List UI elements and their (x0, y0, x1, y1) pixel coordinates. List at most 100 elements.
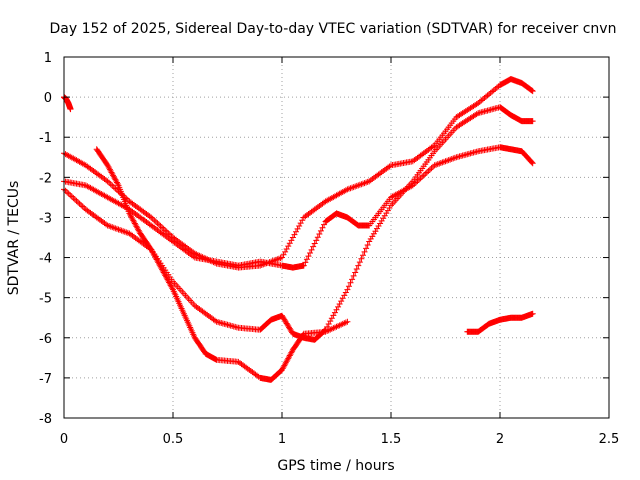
x-axis-label: GPS time / hours (277, 458, 394, 474)
data-point (286, 240, 293, 247)
data-point (307, 249, 314, 256)
data-point (342, 289, 349, 296)
data-point (317, 227, 324, 234)
chart-title: Day 152 of 2025, Sidereal Day-to-day VTE… (50, 21, 617, 37)
data-point (426, 166, 433, 173)
data-point (78, 202, 85, 209)
axis-ticks (63, 56, 610, 419)
data-point (157, 223, 164, 230)
data-point (154, 220, 161, 227)
data-point (285, 243, 292, 250)
x-tick-labels: 0 0.5 1 1.5 2 2.5 (60, 432, 619, 447)
plot-frame (63, 56, 610, 419)
data-point (294, 225, 301, 232)
data-point (528, 87, 535, 94)
data-point (67, 192, 74, 199)
data-point (75, 199, 82, 206)
data-point (303, 256, 310, 263)
data-point (310, 243, 317, 250)
data-point (352, 269, 359, 276)
y-tick-label: -2 (39, 171, 52, 186)
data-point (422, 170, 429, 177)
data-point (313, 237, 320, 244)
data-point (338, 298, 345, 305)
data-point (350, 272, 357, 279)
y-tick-label: -6 (39, 332, 52, 347)
data-layer (61, 76, 536, 383)
series-s5 (93, 146, 351, 383)
y-tick-label: -5 (39, 292, 52, 307)
data-point (325, 321, 332, 328)
data-point (341, 292, 348, 299)
data-point (289, 234, 296, 241)
data-point (417, 175, 424, 182)
data-point (291, 231, 298, 238)
series-s6 (464, 310, 536, 335)
data-point (314, 234, 321, 241)
data-point (67, 106, 74, 113)
data-point (299, 217, 306, 224)
data-point (425, 168, 432, 175)
x-tick-label: 0.5 (163, 432, 184, 447)
data-point (308, 246, 315, 253)
data-point (331, 309, 338, 316)
y-tick-label: -7 (39, 372, 52, 387)
data-point (339, 295, 346, 302)
data-point (288, 237, 295, 244)
data-point (363, 245, 370, 252)
data-point (529, 310, 536, 317)
data-point (316, 231, 323, 238)
data-point (327, 318, 334, 325)
data-point (155, 221, 162, 228)
series-s3 (61, 144, 536, 271)
data-point (169, 285, 176, 292)
data-point (356, 259, 363, 266)
data-point (347, 279, 354, 286)
data-point (109, 182, 116, 189)
data-point (330, 312, 337, 319)
data-point (151, 217, 158, 224)
data-point (361, 248, 368, 255)
data-point (336, 300, 343, 307)
y-tick-label: -4 (39, 252, 52, 267)
x-tick-label: 1 (278, 432, 286, 447)
data-point (423, 169, 430, 176)
y-tick-label: -3 (39, 211, 52, 226)
data-point (528, 159, 535, 166)
y-tick-label: -8 (39, 412, 52, 427)
data-point (79, 203, 86, 210)
data-point (282, 248, 289, 255)
data-point (344, 286, 351, 293)
data-point (76, 200, 83, 207)
data-point (64, 189, 71, 196)
y-tick-label: 1 (44, 51, 52, 66)
y-tick-label: -1 (39, 131, 52, 146)
data-point (412, 179, 419, 186)
series-s2 (61, 76, 536, 271)
data-point (62, 187, 69, 194)
data-point (355, 262, 362, 269)
data-point (529, 118, 536, 125)
data-point (65, 190, 72, 197)
data-point (335, 303, 342, 310)
data-point (300, 262, 307, 269)
data-point (529, 160, 536, 167)
y-tick-labels: -8 -7 -6 -5 -4 -3 -2 -1 0 1 (39, 51, 52, 427)
data-point (428, 165, 435, 172)
data-point (311, 240, 318, 247)
data-point (114, 180, 121, 187)
data-point (70, 194, 77, 201)
data-point (529, 88, 536, 95)
data-point (71, 196, 78, 203)
data-point (297, 220, 304, 227)
data-point (358, 255, 365, 262)
grid-lines (64, 57, 609, 418)
data-point (280, 251, 287, 258)
y-tick-label: 0 (44, 91, 52, 106)
data-point (333, 306, 340, 313)
data-point (349, 276, 356, 283)
data-point (68, 193, 75, 200)
x-tick-label: 0 (60, 432, 68, 447)
data-point (319, 224, 326, 231)
